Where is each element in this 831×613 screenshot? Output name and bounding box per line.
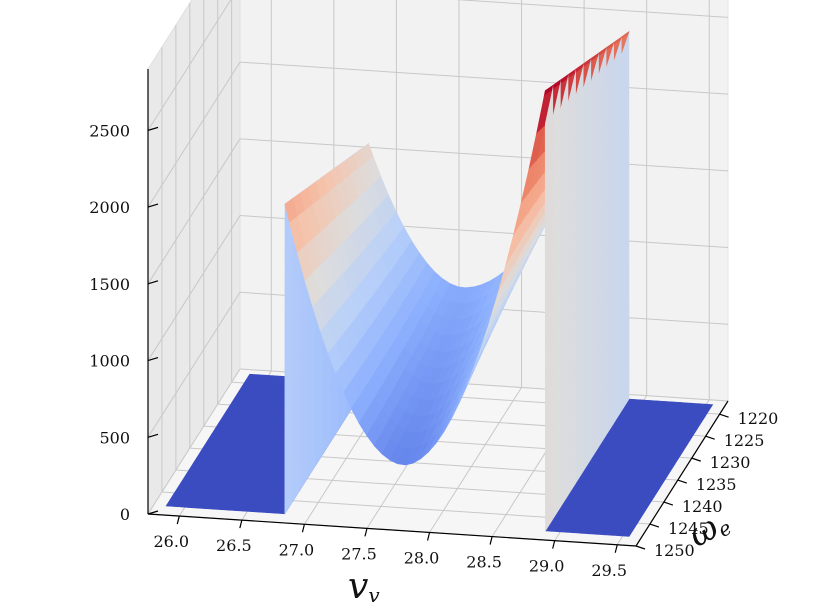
x-tick-mark xyxy=(489,536,493,545)
y-tick-mark xyxy=(663,501,674,506)
y-tick-mark xyxy=(635,545,646,550)
grid-line-v-floor xyxy=(429,387,522,533)
y-tick-label: 1235 xyxy=(696,475,737,494)
surface-patch xyxy=(598,47,607,449)
surface-patch xyxy=(620,31,630,413)
x-axis-ticks: 26.0 26.5 27.0 27.5 28.0 28.5 29.0 29.5 xyxy=(153,515,627,580)
y-tick-label: 1230 xyxy=(710,453,751,472)
z-tick-label: 1500 xyxy=(89,275,130,294)
surface-patch xyxy=(575,63,584,485)
y-tick-label: 1225 xyxy=(724,431,765,450)
x-tick-mark xyxy=(426,532,431,541)
y-tick-label: 1240 xyxy=(682,497,723,516)
y-tick-mark xyxy=(691,457,701,462)
y-tick-mark xyxy=(719,413,729,418)
grid-line-z xyxy=(455,0,729,18)
x-tick-label: 27.0 xyxy=(279,540,315,559)
x-tick-label: 28.5 xyxy=(466,553,502,572)
z-tick-mark xyxy=(147,433,159,438)
y-tick-mark xyxy=(677,479,688,484)
surface-plot xyxy=(165,30,714,537)
z-tick-label: 2000 xyxy=(89,198,130,217)
z-tick-label: 0 xyxy=(120,505,130,524)
grid-line-z-side xyxy=(147,368,241,515)
y-tick-mark xyxy=(705,435,715,440)
y-axis-line xyxy=(635,400,729,547)
x-tick-label: 26.0 xyxy=(153,532,189,551)
x-tick-mark xyxy=(239,520,243,529)
z-tick-mark xyxy=(147,203,159,208)
x-tick-label: 29.5 xyxy=(591,561,627,580)
surface-patch xyxy=(552,79,561,520)
surface-patch xyxy=(567,68,577,497)
y-tick-mark xyxy=(649,523,660,528)
z-tick-label: 500 xyxy=(99,428,130,447)
surface-patch xyxy=(284,197,293,515)
grid-line-z-side xyxy=(147,0,232,131)
x-tick-mark xyxy=(614,544,618,553)
surface-patch xyxy=(582,58,592,473)
y-tick-label: 1245 xyxy=(668,519,709,538)
z-tick-label: 1000 xyxy=(89,352,130,371)
x-tick-mark xyxy=(176,515,180,525)
z-tick-mark xyxy=(147,280,159,285)
x-tick-label: 27.5 xyxy=(341,544,377,563)
surface-patch xyxy=(544,84,554,532)
surface-patch xyxy=(590,52,599,461)
z-axis-ticks: 0 500 1000 1500 2000 2500 xyxy=(89,121,159,524)
grid-line-z xyxy=(239,138,729,172)
surface-patch xyxy=(560,74,569,508)
y-axis-ticks: 1220 1225 1230 1235 1240 1245 1250 xyxy=(635,409,779,560)
grid-line-z-side xyxy=(147,292,241,438)
y-tick-label: 1220 xyxy=(738,409,779,428)
surface-patch xyxy=(412,440,429,464)
x-tick-label: 29.0 xyxy=(529,557,565,576)
x-tick-label: 28.0 xyxy=(404,548,440,567)
grid-line-z xyxy=(239,61,729,95)
x-axis-label: vv xyxy=(348,566,380,607)
grid-line-z-side xyxy=(147,61,241,208)
x-tick-label: 26.5 xyxy=(216,536,252,555)
z-tick-label: 2500 xyxy=(89,121,130,140)
y-tick-label: 1250 xyxy=(654,541,695,560)
surface-patch xyxy=(613,36,622,425)
x-tick-mark xyxy=(364,528,368,537)
surface-patch xyxy=(605,41,615,437)
x-tick-mark xyxy=(301,524,305,533)
z-tick-mark xyxy=(147,126,159,131)
grid-line-z-side xyxy=(147,215,241,361)
z-tick-mark xyxy=(147,510,159,515)
x-tick-mark xyxy=(552,540,556,549)
z-tick-mark xyxy=(147,356,159,362)
grid-line-z-side xyxy=(147,138,241,285)
